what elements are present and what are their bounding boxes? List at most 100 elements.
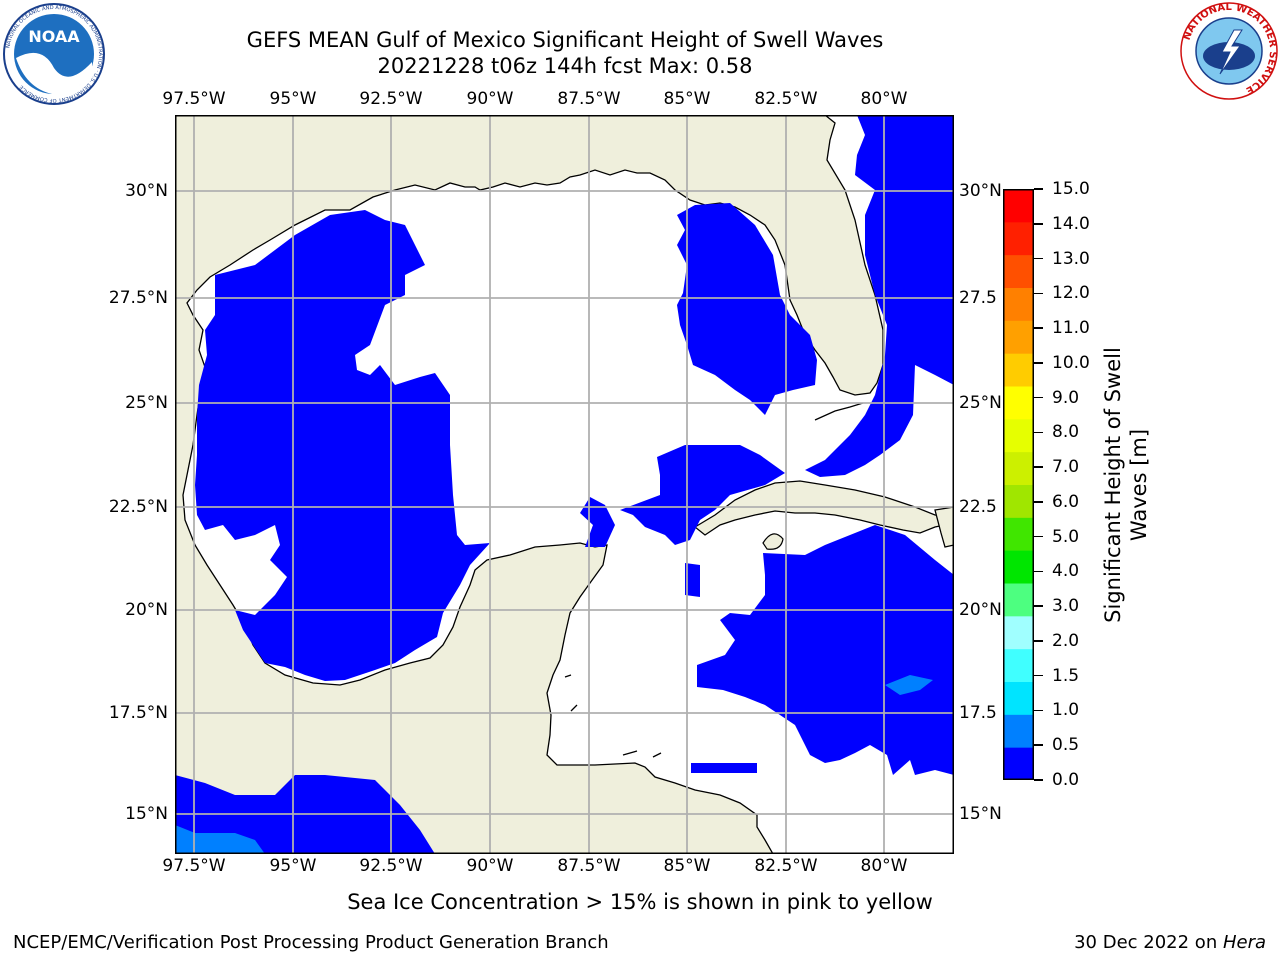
colorbar-tick-label: 14.0 [1052, 213, 1090, 234]
colorbar-tick-mark [1034, 709, 1043, 712]
map-frame [175, 115, 954, 854]
colorbar-tick-label: 6.0 [1052, 491, 1080, 512]
colorbar-tick-mark [1034, 327, 1043, 329]
colorbar-tick-mark [1034, 223, 1043, 225]
lon-label-top: 92.5°W [359, 89, 423, 109]
colorbar-tick-label: 10.0 [1052, 352, 1090, 373]
colorbar-label: Significant Height of Swell Waves [m] [1101, 347, 1151, 623]
land-keys [814, 402, 864, 421]
lat-label-left: 17.5°N [108, 703, 168, 723]
lon-label-top: 90°W [466, 89, 514, 109]
colorbar-tick-mark [1034, 501, 1043, 503]
lon-label-top: 87.5°W [557, 89, 621, 109]
lon-label-bottom: 85°W [663, 856, 711, 876]
colorbar-tick-label: 12.0 [1052, 283, 1090, 304]
colorbar-tick-label: 3.0 [1052, 596, 1080, 617]
colorbar-tick-mark [1034, 570, 1043, 573]
lat-label-right: 20°N [959, 600, 1002, 620]
lat-label-left: 22.5°N [108, 497, 168, 517]
land-isla-juventud [762, 533, 784, 550]
lon-label-top: 97.5°W [162, 89, 226, 109]
colorbar-tick-label: 11.0 [1052, 318, 1090, 339]
lat-label-right: 25°N [959, 393, 1002, 413]
lon-label-top: 82.5°W [754, 89, 818, 109]
colorbar-tick-mark [1034, 257, 1043, 260]
lat-label-left: 20°N [125, 600, 168, 620]
lat-label-left: 15°N [125, 804, 168, 824]
colorbar-tick-mark [1034, 640, 1043, 642]
lat-label-right: 17.5 [959, 703, 997, 723]
lat-label-left: 25°N [125, 393, 168, 413]
colorbar-tick-label: 1.5 [1052, 665, 1080, 686]
land-cuba [693, 480, 954, 536]
colorbar-segment [1003, 189, 1034, 223]
colorbar-segment [1003, 714, 1034, 748]
colorbar-tick-mark [1034, 744, 1043, 746]
colorbar-segment [1003, 320, 1034, 354]
footer-date: 30 Dec 2022 on Hera [1074, 932, 1266, 953]
chart-subtitle: 20221228 t06z 144h fcst Max: 0.58 [377, 54, 753, 78]
colorbar-tick-label: 9.0 [1052, 387, 1080, 408]
colorbar-segment [1003, 517, 1034, 551]
colorbar-segment [1003, 583, 1034, 617]
lat-label-left: 30°N [125, 181, 168, 201]
colorbar-tick-mark [1034, 535, 1043, 538]
colorbar-segment [1003, 221, 1034, 256]
colorbar-tick-label: 15.0 [1052, 179, 1090, 199]
colorbar-segment [1003, 254, 1034, 288]
colorbar-tick-label: 4.0 [1052, 561, 1080, 582]
lat-label-right: 22.5 [959, 497, 997, 517]
colorbar-tick-mark [1034, 188, 1043, 190]
footer-credit: NCEP/EMC/Verification Post Processing Pr… [13, 932, 609, 953]
colorbar-tick-mark [1034, 605, 1043, 607]
colorbar-segment [1003, 451, 1034, 485]
lon-label-bottom: 90°W [466, 856, 514, 876]
lon-label-top: 85°W [663, 89, 711, 109]
lat-label-right: 30°N [959, 181, 1002, 201]
colorbar-tick-label: 2.0 [1052, 630, 1080, 651]
lat-label-left: 27.5°N [108, 288, 168, 308]
colorbar-tick-label: 0.0 [1052, 770, 1080, 790]
lon-label-bottom: 87.5°W [557, 856, 621, 876]
colorbar-tick-label: 8.0 [1052, 422, 1080, 443]
swell-field-0.5-1.0 [175, 675, 933, 854]
colorbar-segment [1003, 287, 1034, 321]
colorbar-tick-mark [1034, 466, 1043, 468]
footer-date-text: 30 Dec 2022 on [1074, 932, 1223, 953]
swell-field-0-0.5 [175, 115, 954, 854]
land-yucatan-islands [564, 674, 662, 758]
noaa-logo-text: NOAA [28, 27, 80, 46]
colorbar-tick-mark [1034, 362, 1043, 364]
nws-logo: NATIONAL WEATHER SERVICE [1180, 2, 1278, 100]
colorbar-tick-label: 1.0 [1052, 700, 1080, 721]
colorbar-tick-mark [1034, 292, 1043, 295]
lon-label-bottom: 92.5°W [359, 856, 423, 876]
colorbar-segment [1003, 747, 1034, 780]
lon-label-top: 95°W [269, 89, 317, 109]
land-north-america [175, 115, 884, 854]
colorbar-segment [1003, 484, 1034, 518]
lat-label-right: 15°N [959, 804, 1002, 824]
colorbar-tick-label: 13.0 [1052, 248, 1090, 269]
colorbar-tick-label: 5.0 [1052, 526, 1080, 547]
colorbar-segment [1003, 418, 1034, 453]
colorbar [1003, 189, 1034, 780]
lon-label-bottom: 97.5°W [162, 856, 226, 876]
lon-label-top: 80°W [860, 89, 908, 109]
sea-ice-note: Sea Ice Concentration > 15% is shown in … [347, 890, 933, 914]
colorbar-segment [1003, 615, 1034, 650]
colorbar-tick-mark [1034, 779, 1043, 781]
colorbar-segment [1003, 550, 1034, 584]
lon-label-bottom: 95°W [269, 856, 317, 876]
graticule [175, 115, 954, 854]
colorbar-tick-mark [1034, 674, 1043, 677]
noaa-logo: NOAA NATIONAL OCEANIC AND ATMOSPHERIC AD… [3, 3, 105, 105]
colorbar-tick-mark [1034, 431, 1043, 434]
colorbar-segment [1003, 386, 1034, 420]
lon-label-bottom: 80°W [860, 856, 908, 876]
map-panel [175, 115, 954, 854]
lat-label-right: 27.5 [959, 288, 997, 308]
colorbar-tick-label: 0.5 [1052, 735, 1080, 756]
lon-label-bottom: 82.5°W [754, 856, 818, 876]
colorbar-tick-label: 7.0 [1052, 457, 1080, 478]
